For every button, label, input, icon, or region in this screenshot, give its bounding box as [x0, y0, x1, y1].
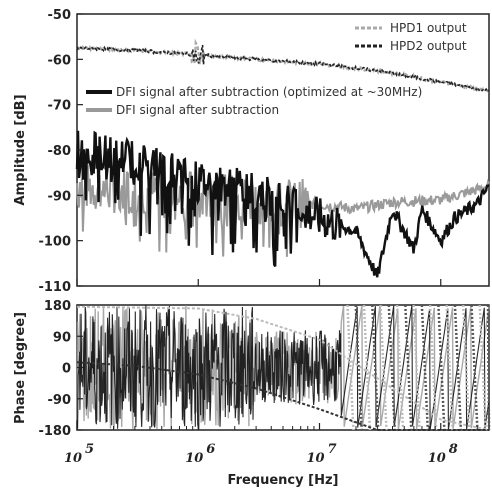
phase-y-tick-label: 0 [62, 362, 71, 377]
phase-y-tick-label: 90 [53, 330, 71, 345]
phase-series-line [76, 361, 489, 431]
amplitude-y-axis: -50 -60 -70 -80 -90 -100 -110 [38, 8, 83, 295]
amplitude-y-tick-label: -90 [48, 189, 72, 204]
phase-noise-trace [76, 305, 490, 431]
x-tick-label: 10 [428, 451, 446, 466]
x-tick-label: 10 [64, 451, 82, 466]
legend-top: HPD1 output HPD2 output [355, 21, 467, 53]
amplitude-y-tick-label: -80 [48, 144, 72, 159]
phase-wrap-line [387, 304, 396, 431]
phase-y-tick-label: 180 [44, 299, 71, 314]
legend-label-hpd1: HPD1 output [390, 21, 467, 35]
phase-y-axis: 180 90 0 -90 -180 [38, 299, 83, 439]
phase-wrap-line [453, 304, 463, 431]
phase-wrap-line [428, 304, 438, 431]
phase-wrap-line [379, 304, 388, 431]
phase-wrap-line [404, 304, 413, 431]
amplitude-series-line [76, 44, 490, 93]
phase-wrap-line [354, 304, 363, 431]
phase-wrap-line [395, 304, 405, 431]
x-tick-exponent: 6 [206, 442, 215, 457]
phase-wrap-line [461, 304, 471, 431]
x-tick-label: 10 [185, 451, 203, 466]
phase-wrap-line [478, 304, 487, 431]
x-tick-exponent: 7 [327, 442, 336, 457]
phase-wrap-line [437, 304, 446, 431]
amplitude-y-tick-label: -70 [48, 99, 72, 114]
amplitude-axis-label: Amplitude [dB] [13, 94, 28, 205]
x-tick-label: 10 [306, 451, 324, 466]
phase-wrap-line [362, 304, 372, 431]
amplitude-y-tick-label: -50 [48, 8, 72, 23]
phase-y-tick-label: -90 [48, 393, 72, 408]
phase-wrap-line [420, 304, 430, 431]
x-tick-exponent: 8 [449, 442, 458, 457]
phase-wrap-line [470, 304, 479, 431]
frequency-axis-label: Frequency [Hz] [228, 473, 339, 488]
amplitude-plot-area [75, 38, 490, 278]
phase-series-line [76, 305, 490, 431]
phase-wrap-line [445, 304, 454, 431]
legend-label-hpd2: HPD2 output [390, 39, 467, 53]
phase-wrap-line [412, 304, 421, 431]
phase-y-tick-label: -180 [38, 424, 71, 439]
phase-wrap-line [486, 304, 491, 431]
amplitude-y-tick-label: -110 [38, 280, 71, 295]
amplitude-series-line [75, 130, 490, 278]
x-tick-exponent: 5 [85, 442, 94, 457]
amplitude-y-tick-label: -60 [48, 53, 72, 68]
phase-plot-area [76, 304, 491, 431]
phase-axis-label: Phase [degree] [13, 312, 28, 424]
legend-label-dfi-optimized: DFI signal after subtraction (optimized … [116, 85, 422, 99]
phase-wrap-line [346, 304, 355, 431]
amplitude-y-tick-label: -100 [38, 235, 71, 250]
legend-mid: DFI signal after subtraction (optimized … [86, 85, 422, 117]
legend-label-dfi: DFI signal after subtraction [116, 103, 279, 117]
phase-wrap-line [370, 304, 380, 431]
